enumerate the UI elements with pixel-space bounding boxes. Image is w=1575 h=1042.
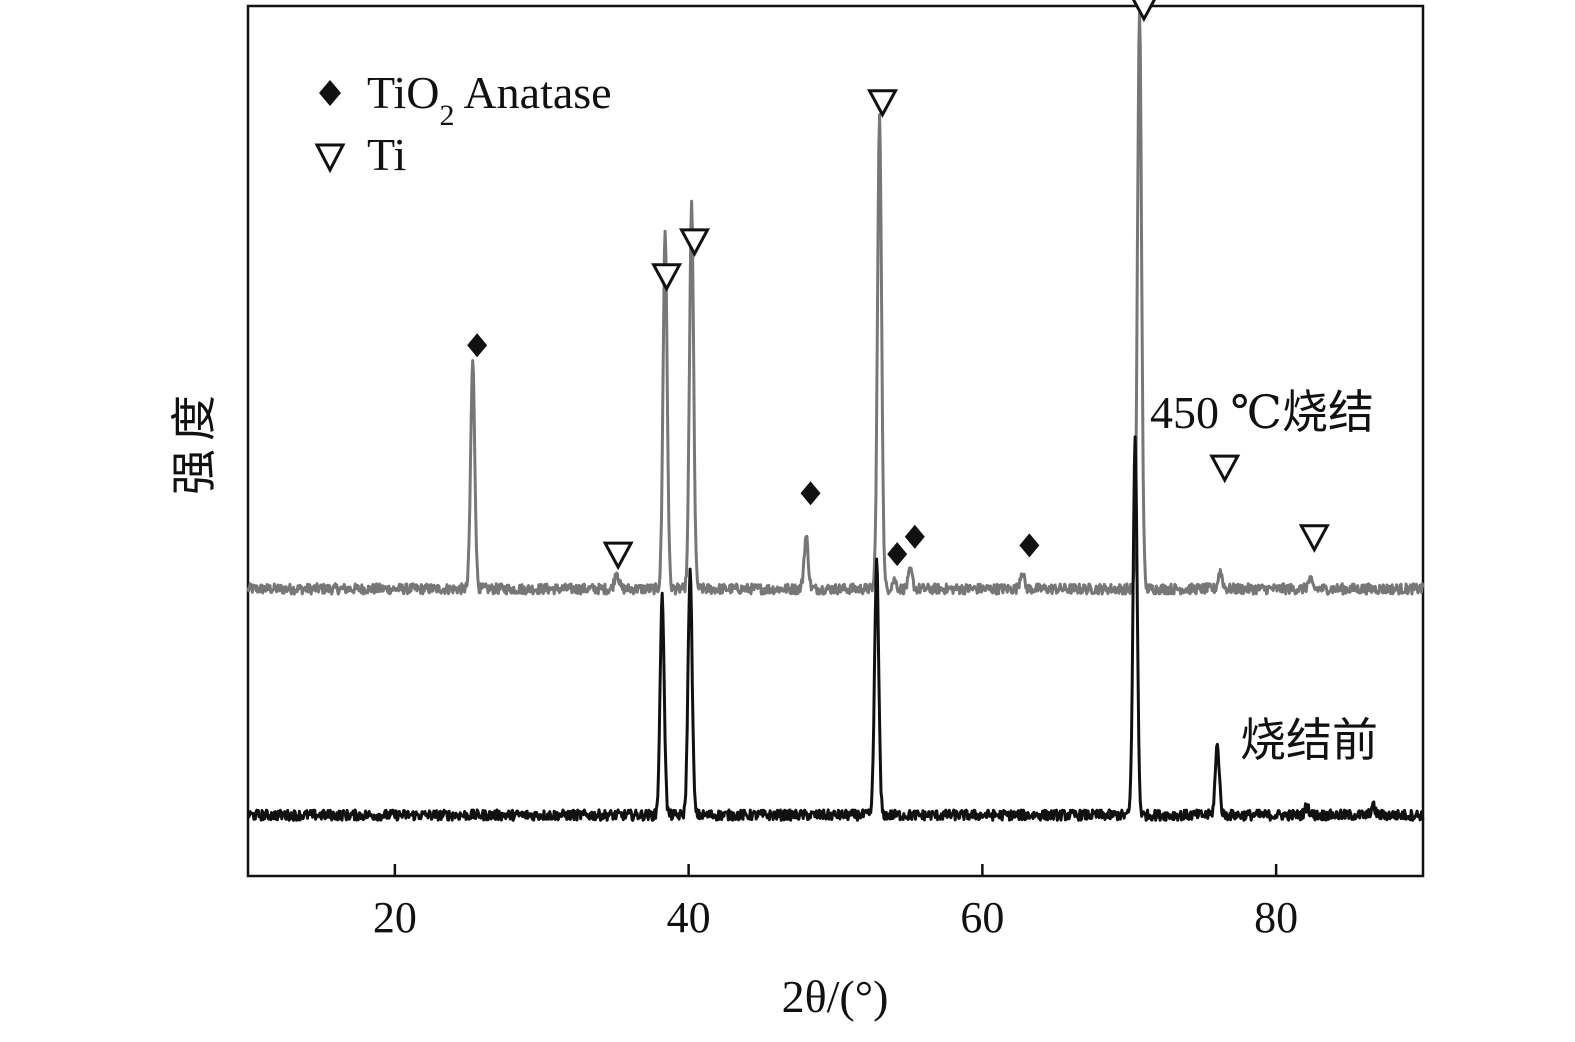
x-axis-title: 2θ/(°) bbox=[782, 971, 889, 1022]
series-label-unsintered: 烧结前 bbox=[1240, 715, 1378, 766]
x-tick-label-1: 40 bbox=[667, 893, 711, 942]
legend: TiO2 Anatase Ti bbox=[314, 67, 612, 180]
anatase-marker-4 bbox=[800, 481, 821, 506]
ti-marker-3 bbox=[678, 228, 711, 258]
anatase-marker-8 bbox=[1019, 533, 1040, 558]
ti-marker-9 bbox=[1131, 0, 1156, 23]
ti-marker-11 bbox=[1298, 524, 1330, 553]
trace-0 bbox=[246, 11, 1425, 596]
x-axis: 20 40 60 80 bbox=[373, 864, 1298, 942]
trace-1 bbox=[246, 435, 1425, 822]
anatase-marker-0 bbox=[467, 333, 488, 358]
ti-marker-2 bbox=[651, 263, 683, 292]
legend-ti-label: Ti bbox=[367, 129, 406, 180]
peak-markers bbox=[467, 0, 1330, 571]
ti-marker-10 bbox=[1209, 454, 1241, 484]
legend-anatase-marker bbox=[319, 80, 341, 106]
x-tick-label-3: 80 bbox=[1254, 893, 1298, 942]
legend-anatase-label: TiO2 Anatase bbox=[367, 67, 612, 132]
traces bbox=[246, 11, 1425, 822]
plot-frame bbox=[246, 4, 1425, 878]
series-label-sintered: 450 ℃烧结 bbox=[1150, 387, 1374, 438]
ti-marker-1 bbox=[602, 541, 634, 571]
y-axis-title: 强度 bbox=[169, 387, 220, 495]
anatase-marker-7 bbox=[904, 524, 925, 549]
ti-marker-5 bbox=[866, 89, 899, 118]
x-tick-label-2: 60 bbox=[960, 893, 1004, 942]
anatase-marker-6 bbox=[887, 542, 908, 567]
legend-ti-marker bbox=[314, 143, 346, 174]
x-tick-label-0: 20 bbox=[373, 893, 417, 942]
